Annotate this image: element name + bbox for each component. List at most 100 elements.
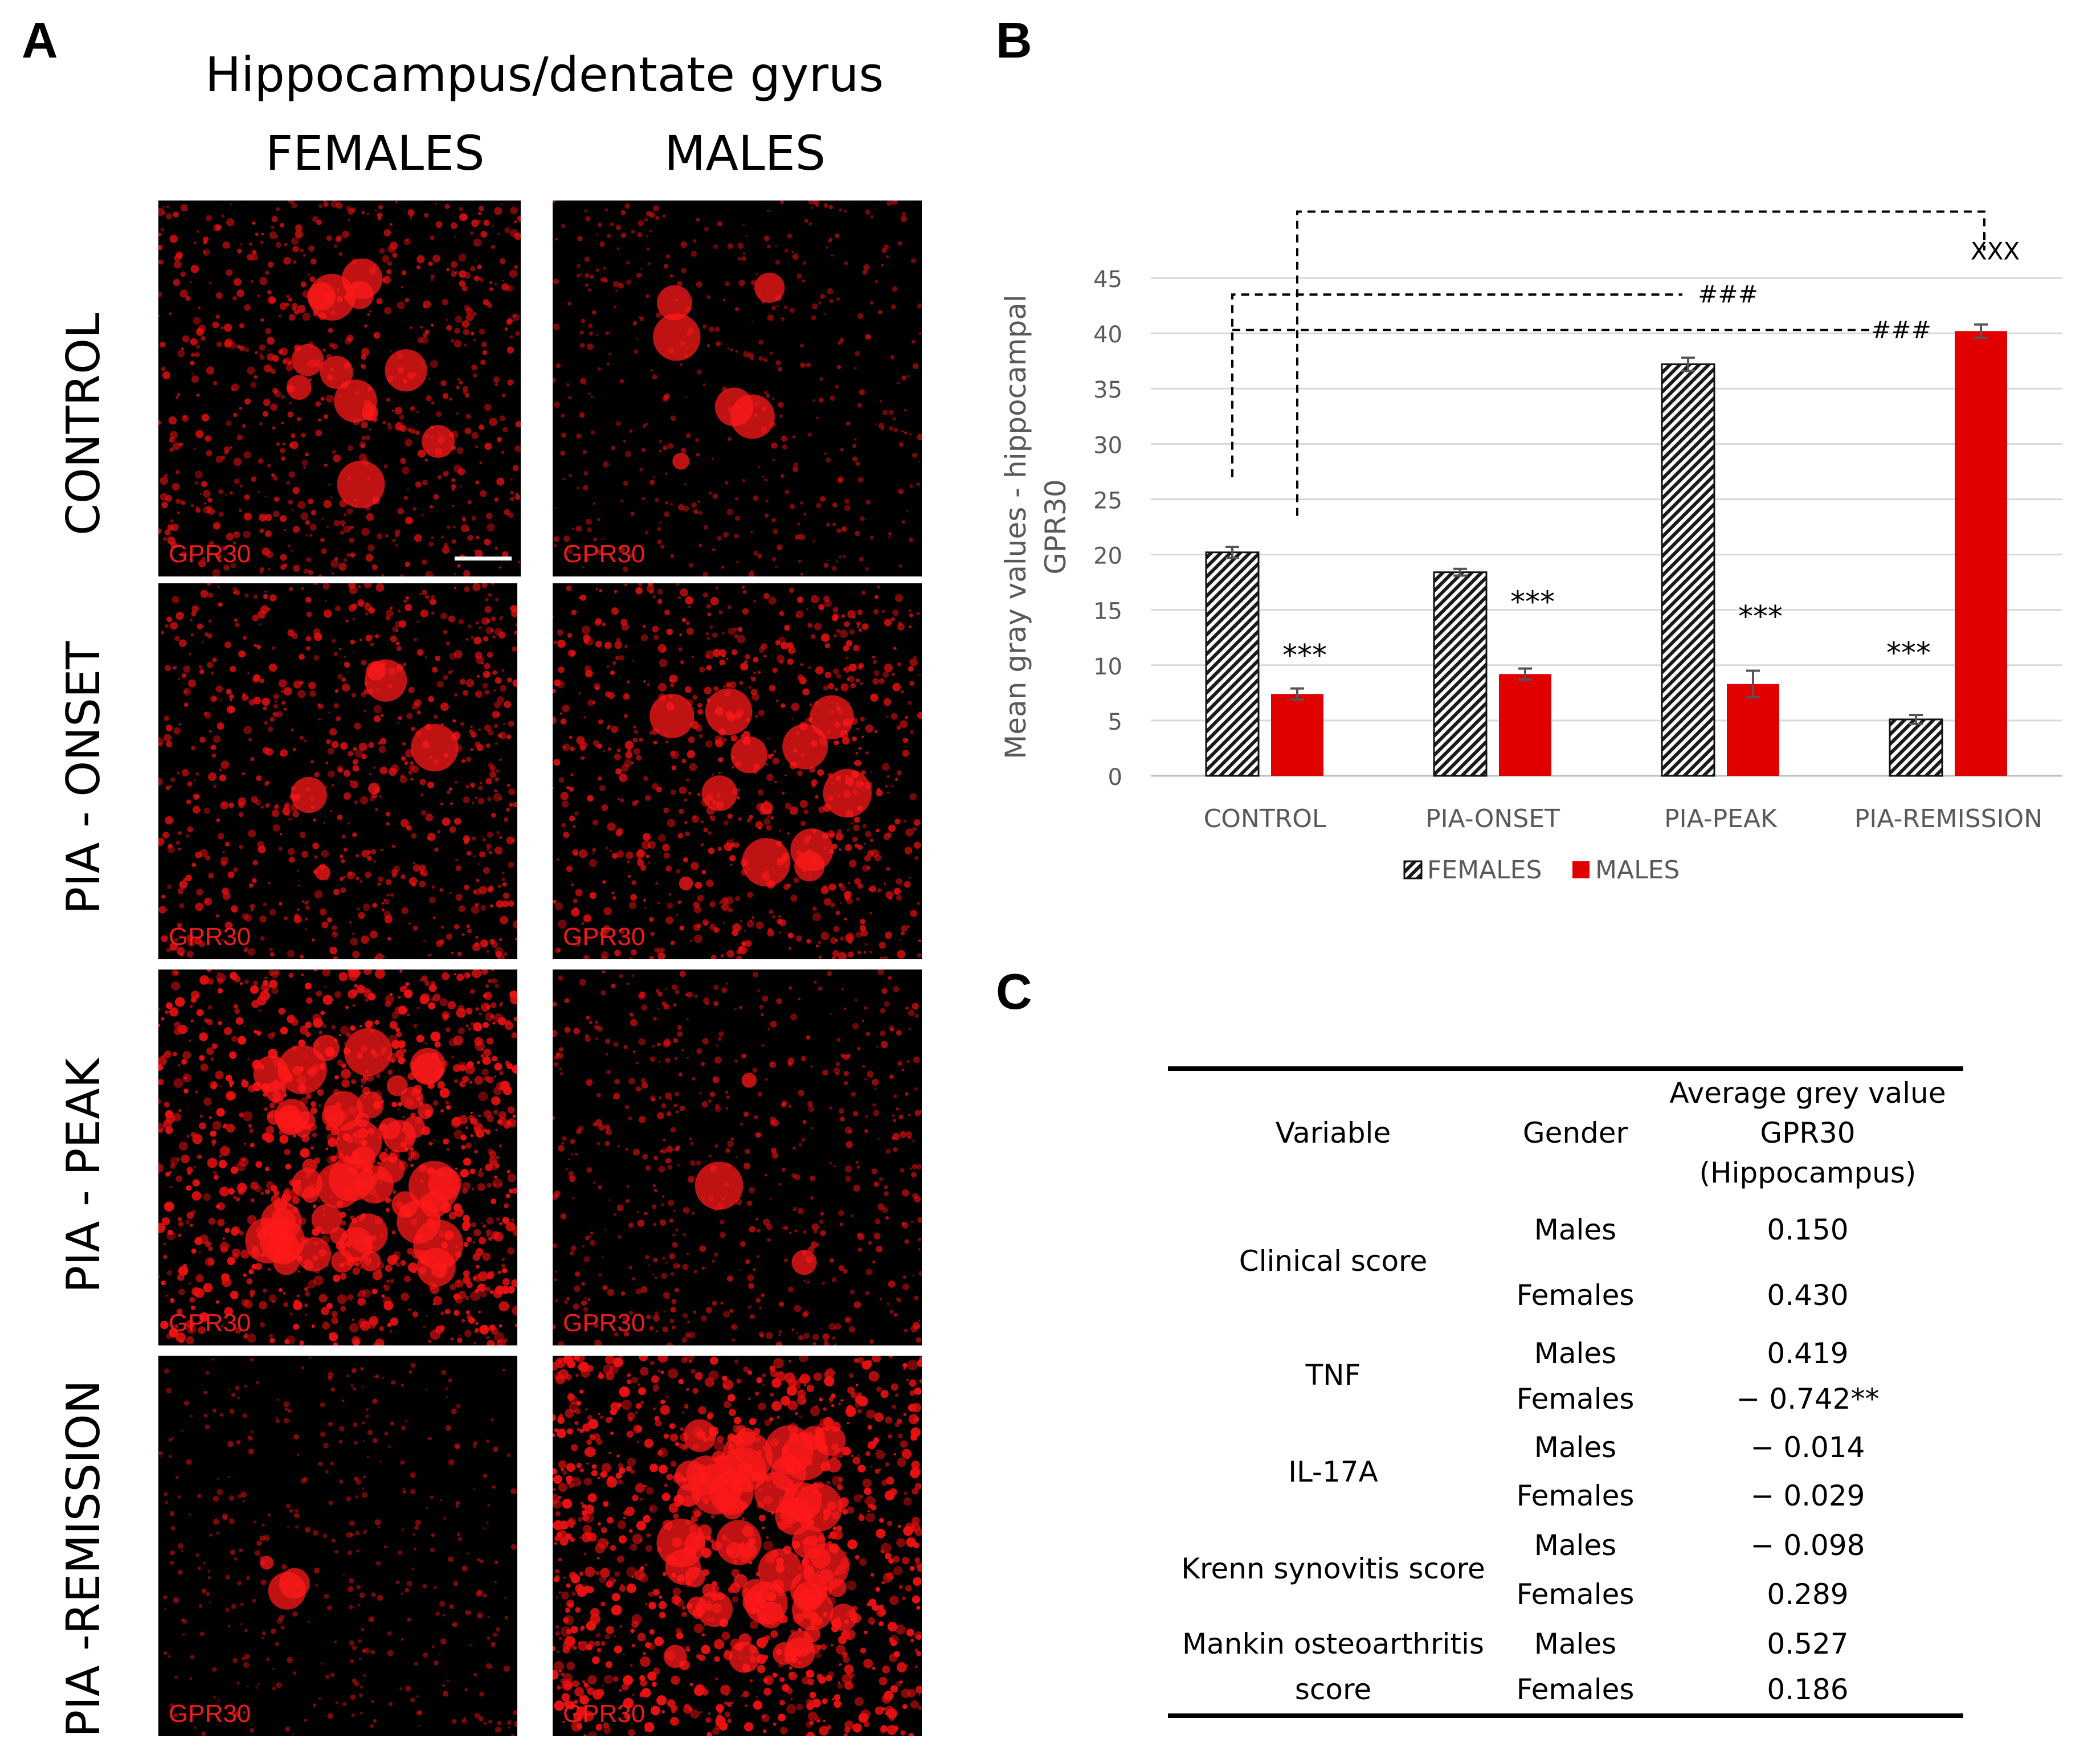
legend-swatch-males: [1572, 861, 1590, 878]
cell-gender: Males: [1534, 1529, 1617, 1562]
cell-value: 0.150: [1767, 1213, 1849, 1246]
table-top-rule: [1168, 1066, 1963, 1071]
micrograph-label: GPR30: [563, 540, 645, 568]
y-tick-label: 5: [1108, 709, 1122, 735]
micrograph-females-peak: GPR30: [158, 970, 517, 1345]
y-tick-label: 35: [1093, 377, 1122, 403]
cell-variable: Mankin osteoarthritis: [1182, 1627, 1484, 1660]
cell-value: 0.430: [1767, 1279, 1849, 1312]
row-label-peak: PIA - PEAK: [57, 1058, 110, 1293]
y-tick-label: 0: [1108, 764, 1122, 791]
x-tick-label: CONTROL: [1204, 804, 1326, 833]
cell-variable: score: [1294, 1673, 1372, 1706]
micrograph-females-control: GPR30: [158, 201, 521, 576]
bar-females: [1889, 718, 1943, 777]
bar-females: [1205, 551, 1260, 777]
cell-value: 0.527: [1767, 1627, 1849, 1660]
annotation-xxx: XXX: [1971, 237, 2020, 265]
header-variable: Variable: [1275, 1116, 1391, 1150]
annotation-hash1: ###: [1698, 280, 1758, 308]
panel-b-letter: B: [996, 12, 1032, 68]
cell-gender: Males: [1534, 1431, 1617, 1464]
table-bottom-rule: [1168, 1713, 1963, 1718]
cell-value: − 0.742**: [1736, 1382, 1880, 1416]
bracket-xxx: [1296, 210, 1985, 516]
x-tick-label: PIA-REMISSION: [1854, 804, 2042, 833]
micrograph-texture: [158, 1356, 517, 1736]
micrograph-label: GPR30: [563, 1309, 645, 1337]
micrograph-males-onset: GPR30: [553, 583, 922, 959]
cell-gender: Females: [1516, 1382, 1635, 1416]
scale-bar: [455, 557, 512, 561]
panel-a-letter: A: [22, 12, 58, 68]
cell-value: − 0.029: [1750, 1479, 1865, 1512]
cell-gender: Females: [1516, 1578, 1635, 1611]
legend-label-males: MALES: [1595, 856, 1680, 885]
annotation-hash2: ###: [1871, 316, 1931, 343]
cell-gender: Males: [1534, 1337, 1617, 1370]
y-tick-label: 15: [1093, 599, 1122, 625]
header-gender: Gender: [1522, 1116, 1628, 1150]
cell-value: 0.419: [1767, 1337, 1849, 1370]
row-label-control: CONTROL: [57, 313, 110, 535]
y-axis-label-line2: GPR30: [1039, 479, 1072, 574]
row-label-remission: PIA -REMISSION: [57, 1380, 110, 1737]
micrograph-texture: [158, 583, 517, 959]
cell-variable: TNF: [1305, 1359, 1361, 1392]
cell-gender: Females: [1516, 1279, 1635, 1312]
panel-c-letter: C: [996, 963, 1032, 1020]
bar-males: [1499, 674, 1551, 776]
micrograph-label: GPR30: [563, 1700, 645, 1728]
micrograph-label: GPR30: [169, 1700, 251, 1728]
cell-variable: Krenn synovitis score: [1181, 1552, 1485, 1585]
bar-females: [1661, 363, 1715, 777]
column-header-females: FEMALES: [265, 125, 485, 181]
micrograph-label: GPR30: [169, 540, 251, 568]
header-value: GPR30: [1760, 1116, 1856, 1150]
cell-gender: Females: [1516, 1673, 1635, 1706]
y-tick-label: 45: [1093, 267, 1122, 293]
cell-gender: Males: [1534, 1627, 1617, 1660]
micrograph-texture: [158, 201, 521, 576]
header-value: (Hippocampus): [1699, 1156, 1917, 1189]
bar-chart: 0 5 10 15 20 25 30 35 40 45 Mean gray values - hip…: [999, 210, 2062, 885]
cell-value: − 0.098: [1750, 1529, 1865, 1562]
bar-males: [1271, 694, 1323, 776]
significance-stars: ***: [1510, 586, 1555, 620]
micrograph-texture: [553, 970, 922, 1345]
bracket-hash1: [1231, 293, 1682, 477]
micrograph-texture: [553, 1356, 922, 1736]
micrograph-females-remission: GPR30: [158, 1356, 517, 1736]
cell-variable: Clinical score: [1239, 1245, 1428, 1278]
significance-stars: ***: [1282, 639, 1327, 673]
micrograph-label: GPR30: [169, 923, 251, 951]
cell-gender: Males: [1534, 1213, 1617, 1246]
legend-swatch-females: [1403, 860, 1423, 880]
micrograph-males-control: GPR30: [553, 201, 922, 576]
row-label-onset: PIA - ONSET: [57, 641, 110, 914]
micrograph-females-onset: GPR30: [158, 583, 517, 959]
micrograph-texture: [553, 583, 922, 959]
cell-variable: IL-17A: [1288, 1455, 1378, 1488]
micrograph-males-remission: GPR30: [553, 1356, 922, 1736]
y-tick-label: 40: [1093, 322, 1122, 348]
micrograph-texture: [158, 970, 517, 1345]
cell-value: 0.289: [1767, 1578, 1849, 1611]
significance-stars: ***: [1886, 636, 1931, 670]
legend-label-females: FEMALES: [1427, 856, 1542, 885]
bar-females: [1433, 571, 1488, 777]
significance-stars: ***: [1738, 600, 1783, 634]
x-tick-label: PIA-PEAK: [1664, 804, 1778, 833]
y-tick-label: 30: [1093, 432, 1122, 459]
header-value: Average grey value: [1669, 1077, 1946, 1110]
cell-value: 0.186: [1767, 1673, 1849, 1706]
micrograph-texture: [553, 201, 922, 576]
cell-value: − 0.014: [1750, 1431, 1865, 1464]
bar-males: [1955, 331, 2007, 776]
y-tick-label: 25: [1093, 488, 1122, 514]
bar-males: [1727, 684, 1779, 776]
cell-gender: Females: [1516, 1479, 1635, 1512]
y-tick-label: 20: [1093, 543, 1122, 570]
column-header-males: MALES: [664, 125, 826, 181]
x-tick-label: PIA-ONSET: [1425, 804, 1560, 833]
